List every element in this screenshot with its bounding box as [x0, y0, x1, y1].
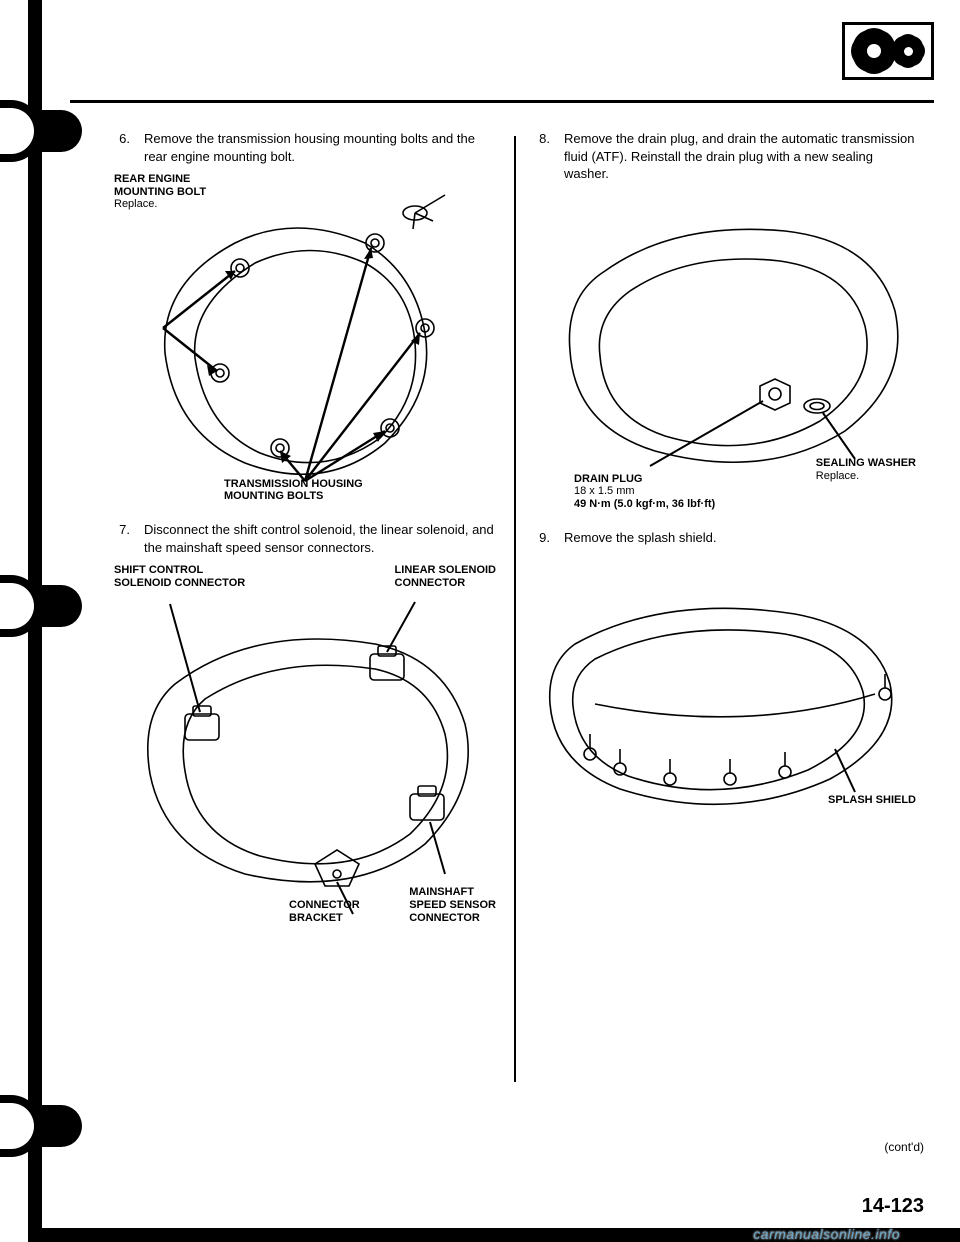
step-text: Remove the splash shield.	[564, 529, 916, 547]
binder-ring-hole	[0, 1095, 42, 1157]
step-9: 9. Remove the splash shield.	[534, 529, 916, 547]
step-number: 8.	[534, 130, 550, 183]
binder-tab	[42, 585, 82, 627]
binder-tab	[42, 110, 82, 152]
manual-page: 6. Remove the transmission housing mount…	[0, 0, 960, 1242]
figure-drain-plug: DRAIN PLUG 18 x 1.5 mm 49 N·m (5.0 kgf·m…	[534, 191, 916, 511]
step-text: Remove the drain plug, and drain the aut…	[564, 130, 916, 183]
continued-marker: (cont'd)	[884, 1140, 924, 1154]
label-drain-plug: DRAIN PLUG 18 x 1.5 mm 49 N·m (5.0 kgf·m…	[574, 473, 715, 511]
figure-transmission-housing: REAR ENGINE MOUNTING BOLTReplace. TRANSM…	[114, 173, 496, 503]
label-splash-shield: SPLASH SHIELD	[828, 794, 916, 807]
gear-icon	[895, 38, 921, 64]
right-column: 8. Remove the drain plug, and drain the …	[516, 130, 934, 1202]
content-columns: 6. Remove the transmission housing mount…	[96, 130, 934, 1202]
binder-ring-hole	[0, 575, 42, 637]
step-text: Disconnect the shift control solenoid, t…	[144, 521, 496, 556]
gear-icon	[855, 32, 893, 70]
label-connector-bracket: CONNECTOR BRACKET	[289, 899, 360, 924]
step-number: 9.	[534, 529, 550, 547]
binder-tab	[42, 1105, 82, 1147]
figure-splash-shield: SPLASH SHIELD	[534, 554, 916, 834]
binder-ring-hole	[0, 100, 42, 162]
label-transmission-bolts: TRANSMISSION HOUSING MOUNTING BOLTS	[224, 478, 363, 503]
label-mainshaft-speed-sensor: MAINSHAFT SPEED SENSOR CONNECTOR	[409, 886, 496, 924]
section-gears-icon	[842, 22, 934, 80]
step-number: 6.	[114, 130, 130, 165]
figure-solenoid-connectors: SHIFT CONTROL SOLENOID CONNECTOR LINEAR …	[114, 564, 496, 924]
label-sealing-washer: SEALING WASHER Replace.	[816, 457, 916, 482]
step-number: 7.	[114, 521, 130, 556]
step-text: Remove the transmission housing mounting…	[144, 130, 496, 165]
step-7: 7. Disconnect the shift control solenoid…	[114, 521, 496, 556]
watermark-text: carmanualsonline.info	[753, 1226, 900, 1242]
left-column: 6. Remove the transmission housing mount…	[96, 130, 514, 1202]
page-number: 14-123	[862, 1195, 924, 1218]
step-8: 8. Remove the drain plug, and drain the …	[534, 130, 916, 183]
binder-edge	[0, 0, 55, 1242]
label-shift-control-solenoid: SHIFT CONTROL SOLENOID CONNECTOR	[114, 564, 245, 589]
label-linear-solenoid: LINEAR SOLENOID CONNECTOR	[395, 564, 496, 589]
step-6: 6. Remove the transmission housing mount…	[114, 130, 496, 165]
header-rule	[70, 100, 934, 103]
label-rear-engine-bolt: REAR ENGINE MOUNTING BOLTReplace.	[114, 173, 206, 211]
